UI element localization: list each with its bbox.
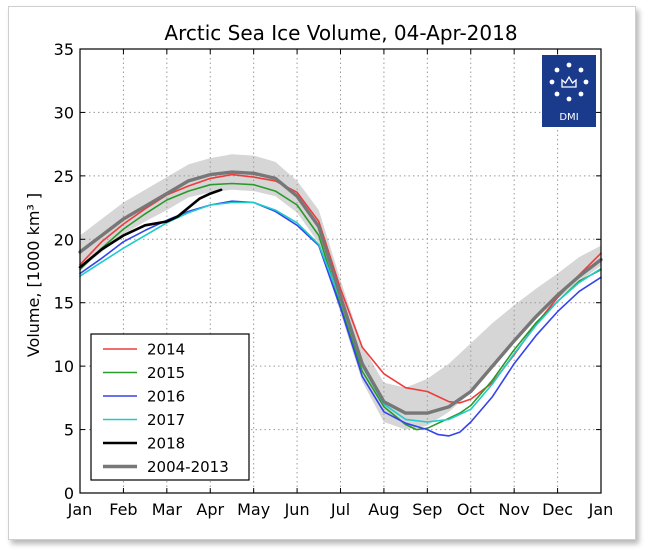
x-tick-label: Mar [152,500,183,519]
crown-icon [561,75,577,88]
x-tick-label: Dec [542,500,573,519]
y-axis-label: Volume, [1000 km³ ] [24,193,43,357]
chart-frame: Arctic Sea Ice Volume, 04-Apr-2018 Volum… [8,6,636,540]
x-tick-label: Jan [588,500,614,519]
y-tick-label: 35 [54,40,74,59]
legend-label: 2016 [147,388,185,406]
logo-star [578,67,584,73]
legend-label: 2014 [147,341,185,359]
series-line-2015 [79,182,602,431]
logo-star [578,91,584,97]
x-tick-label: Oct [457,500,485,519]
tick-layer: Jan Feb Mar Apr May Jun Jul Aug Sep Oct Nov Dec Jan0… [54,40,614,519]
logo-star [549,79,555,85]
series-line-2004-2013 [78,170,603,415]
x-tick-label: Jan [67,500,93,519]
series-layer [78,170,603,437]
logo-star [566,62,572,68]
legend: 2014 2015 2016 2017 2018 2004-2013 [90,333,250,481]
logo-star [583,79,589,85]
y-tick-label: 15 [54,294,74,313]
logo-star [566,96,572,102]
legend-label: 2018 [147,435,185,453]
y-tick-label: 20 [54,230,74,249]
x-tick-label: Sep [412,500,442,519]
legend-label: 2015 [147,364,185,382]
ice-volume-chart: Arctic Sea Ice Volume, 04-Apr-2018 Volum… [24,21,614,519]
x-tick-label: Feb [109,500,137,519]
logo-star [554,67,560,73]
legend-label: 2004-2013 [147,458,229,476]
x-tick-label: May [237,500,270,519]
y-tick-label: 0 [64,484,74,503]
x-tick-label: Jun [284,500,310,519]
x-tick-label: Nov [499,500,530,519]
chart-title: Arctic Sea Ice Volume, 04-Apr-2018 [164,21,517,45]
x-tick-label: Aug [368,500,399,519]
y-tick-label: 25 [54,167,74,186]
logo-text: DMI [559,112,578,123]
dmi-logo: DMI [542,55,596,127]
y-tick-label: 10 [54,357,74,376]
y-tick-label: 5 [64,421,74,440]
legend-box [90,333,250,481]
logo-star [554,91,560,97]
y-tick-label: 30 [54,103,74,122]
x-tick-label: Apr [196,500,224,519]
series-line-2018 [78,188,223,269]
legend-label: 2017 [147,411,185,429]
x-tick-label: Jul [330,500,350,519]
